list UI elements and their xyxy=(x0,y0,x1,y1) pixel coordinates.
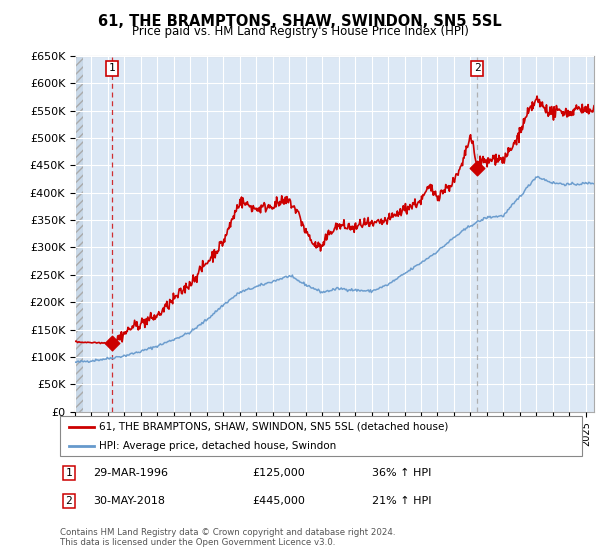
Text: Contains HM Land Registry data © Crown copyright and database right 2024.
This d: Contains HM Land Registry data © Crown c… xyxy=(60,528,395,547)
FancyBboxPatch shape xyxy=(60,416,582,456)
Text: 21% ↑ HPI: 21% ↑ HPI xyxy=(372,496,431,506)
Bar xyxy=(75,56,83,412)
Point xyxy=(472,164,482,172)
Text: 30-MAY-2018: 30-MAY-2018 xyxy=(93,496,165,506)
Text: 2: 2 xyxy=(65,496,73,506)
Text: 61, THE BRAMPTONS, SHAW, SWINDON, SN5 5SL: 61, THE BRAMPTONS, SHAW, SWINDON, SN5 5S… xyxy=(98,14,502,29)
Point xyxy=(107,339,117,348)
Text: HPI: Average price, detached house, Swindon: HPI: Average price, detached house, Swin… xyxy=(99,441,337,451)
Text: 1: 1 xyxy=(65,468,73,478)
Text: 61, THE BRAMPTONS, SHAW, SWINDON, SN5 5SL (detached house): 61, THE BRAMPTONS, SHAW, SWINDON, SN5 5S… xyxy=(99,422,449,432)
Text: 1: 1 xyxy=(109,63,115,73)
Text: £445,000: £445,000 xyxy=(252,496,305,506)
Text: Price paid vs. HM Land Registry's House Price Index (HPI): Price paid vs. HM Land Registry's House … xyxy=(131,25,469,38)
Text: 2: 2 xyxy=(474,63,481,73)
Text: 36% ↑ HPI: 36% ↑ HPI xyxy=(372,468,431,478)
Text: £125,000: £125,000 xyxy=(252,468,305,478)
Text: 29-MAR-1996: 29-MAR-1996 xyxy=(93,468,168,478)
